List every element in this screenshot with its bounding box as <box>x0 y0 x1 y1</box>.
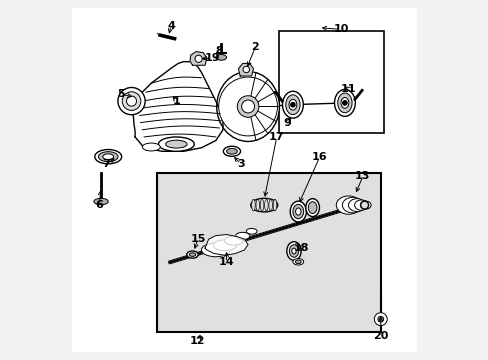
Circle shape <box>195 55 202 62</box>
Ellipse shape <box>98 152 118 162</box>
Ellipse shape <box>289 245 298 257</box>
Text: 15: 15 <box>190 234 205 244</box>
Ellipse shape <box>142 143 160 151</box>
Text: 14: 14 <box>218 257 234 267</box>
Ellipse shape <box>223 146 240 156</box>
Ellipse shape <box>213 240 236 251</box>
Ellipse shape <box>305 199 319 217</box>
Ellipse shape <box>165 140 187 148</box>
Circle shape <box>241 100 254 113</box>
Ellipse shape <box>336 196 360 214</box>
Circle shape <box>290 103 294 107</box>
Text: 20: 20 <box>372 331 387 341</box>
Ellipse shape <box>250 198 277 212</box>
Ellipse shape <box>282 91 303 118</box>
Text: 1: 1 <box>172 96 180 106</box>
Ellipse shape <box>290 201 306 222</box>
Ellipse shape <box>186 251 198 258</box>
Ellipse shape <box>273 199 276 211</box>
Circle shape <box>118 87 145 115</box>
Ellipse shape <box>360 201 370 209</box>
Text: 9: 9 <box>283 118 291 128</box>
Text: 12: 12 <box>190 336 205 346</box>
Text: 5: 5 <box>117 89 124 99</box>
Text: 7: 7 <box>102 159 110 169</box>
Ellipse shape <box>260 199 264 211</box>
Ellipse shape <box>360 201 368 209</box>
Circle shape <box>237 96 258 117</box>
Text: 6: 6 <box>95 200 103 210</box>
Circle shape <box>243 66 249 73</box>
Text: 19: 19 <box>204 53 220 63</box>
Text: 16: 16 <box>311 152 327 162</box>
Ellipse shape <box>94 198 108 205</box>
Circle shape <box>122 92 141 111</box>
Bar <box>156 173 380 332</box>
Ellipse shape <box>264 199 267 211</box>
Text: 13: 13 <box>354 171 370 181</box>
Ellipse shape <box>216 72 279 141</box>
Ellipse shape <box>285 95 300 114</box>
Polygon shape <box>204 234 247 255</box>
Ellipse shape <box>342 197 363 213</box>
Circle shape <box>373 313 386 325</box>
Ellipse shape <box>102 154 113 159</box>
Circle shape <box>218 77 277 136</box>
Ellipse shape <box>189 253 195 256</box>
Text: 11: 11 <box>340 84 356 94</box>
Text: 8: 8 <box>215 46 223 56</box>
Ellipse shape <box>268 199 272 211</box>
Ellipse shape <box>95 149 122 164</box>
Text: 2: 2 <box>251 42 259 52</box>
Circle shape <box>377 316 383 322</box>
Ellipse shape <box>224 236 243 245</box>
Ellipse shape <box>246 228 257 234</box>
Circle shape <box>126 96 136 106</box>
Ellipse shape <box>308 202 316 213</box>
Circle shape <box>342 101 346 105</box>
Text: 17: 17 <box>268 132 284 142</box>
Text: 10: 10 <box>333 24 348 35</box>
Ellipse shape <box>348 199 365 212</box>
Ellipse shape <box>286 242 301 260</box>
Ellipse shape <box>158 137 194 151</box>
Ellipse shape <box>295 208 301 215</box>
Polygon shape <box>238 63 253 76</box>
Ellipse shape <box>251 199 255 211</box>
Ellipse shape <box>337 93 351 113</box>
Ellipse shape <box>334 89 355 116</box>
Text: 18: 18 <box>293 243 309 253</box>
Ellipse shape <box>288 99 296 110</box>
Ellipse shape <box>295 260 301 264</box>
Text: 4: 4 <box>167 21 175 31</box>
Bar <box>278 31 384 134</box>
Polygon shape <box>190 51 206 65</box>
Ellipse shape <box>354 200 367 210</box>
Ellipse shape <box>201 243 230 257</box>
Ellipse shape <box>226 148 237 154</box>
Text: 3: 3 <box>237 159 244 169</box>
Ellipse shape <box>292 258 303 265</box>
Ellipse shape <box>255 199 259 211</box>
Ellipse shape <box>292 204 303 219</box>
Ellipse shape <box>215 54 226 60</box>
Ellipse shape <box>340 98 348 108</box>
Ellipse shape <box>235 232 249 239</box>
Polygon shape <box>133 62 223 151</box>
Ellipse shape <box>291 248 296 254</box>
